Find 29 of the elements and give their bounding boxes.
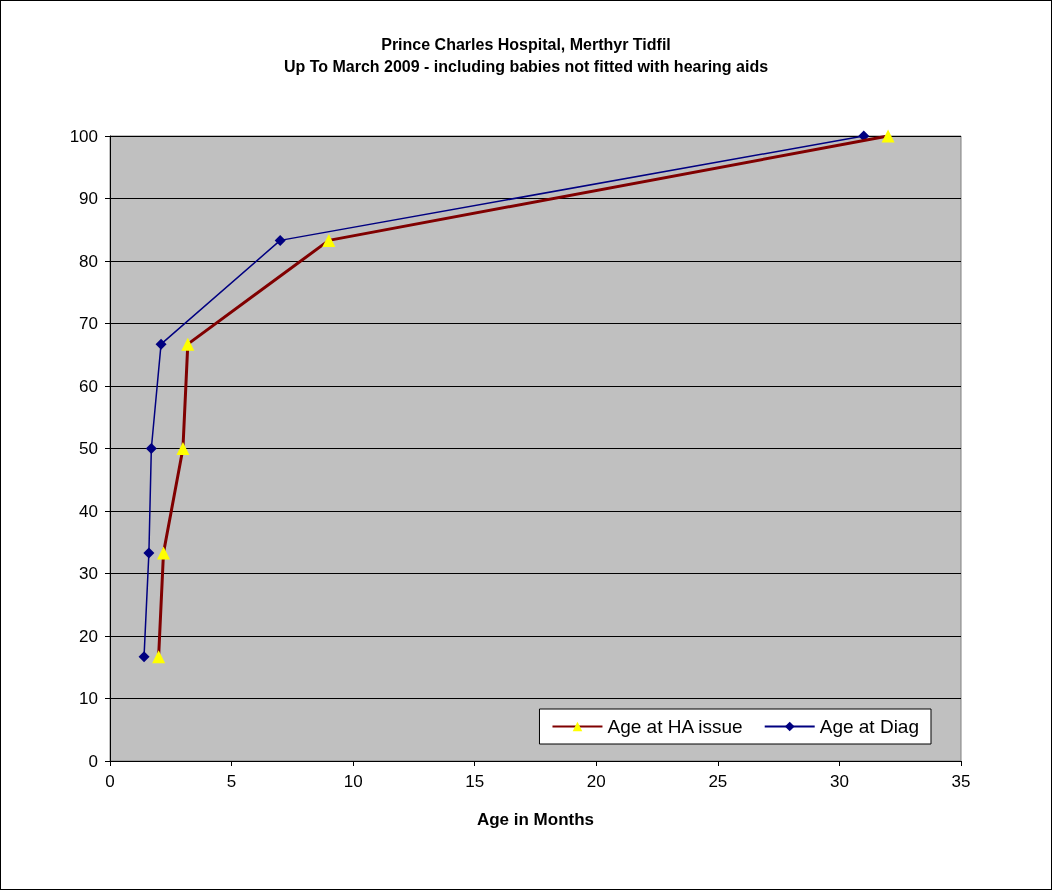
y-tick-label: 10 xyxy=(79,689,98,708)
y-tick-label: 100 xyxy=(69,126,98,146)
point xyxy=(145,443,157,454)
point xyxy=(274,234,286,246)
x-tick-label: 25 xyxy=(708,772,728,791)
chart-title: Prince Charles Hospital, Merthyr Tidfil xyxy=(381,35,671,53)
x-axis-title: Age in Months xyxy=(476,810,595,829)
x-tick-label: 5 xyxy=(226,772,237,791)
y-tick-label: 70 xyxy=(79,314,98,333)
x-tick-label: 35 xyxy=(951,772,971,791)
point xyxy=(155,338,167,350)
point xyxy=(138,651,150,663)
point xyxy=(143,547,155,559)
legend-label: Age at HA issue xyxy=(607,716,743,737)
x-tick-label: 20 xyxy=(586,772,606,791)
y-tick-label: 30 xyxy=(79,564,98,583)
legend-label: Age at Diag xyxy=(819,716,920,737)
y-tick-label: 80 xyxy=(79,251,98,271)
y-tick-label: 60 xyxy=(79,376,98,396)
x-tick-label: 30 xyxy=(829,772,849,791)
y-tick-label: 20 xyxy=(79,626,98,646)
x-tick-label: 15 xyxy=(465,772,485,791)
y-tick-label: 40 xyxy=(79,501,98,521)
x-tick-label: 10 xyxy=(343,772,363,791)
x-tick-label: 0 xyxy=(105,772,115,791)
chart-subtitle: Up To March 2009 - including babies not fitted with hearing aids xyxy=(283,57,769,75)
y-tick-label: 50 xyxy=(79,439,98,458)
y-tick-label: 0 xyxy=(88,751,98,771)
y-tick-label: 90 xyxy=(79,189,98,208)
